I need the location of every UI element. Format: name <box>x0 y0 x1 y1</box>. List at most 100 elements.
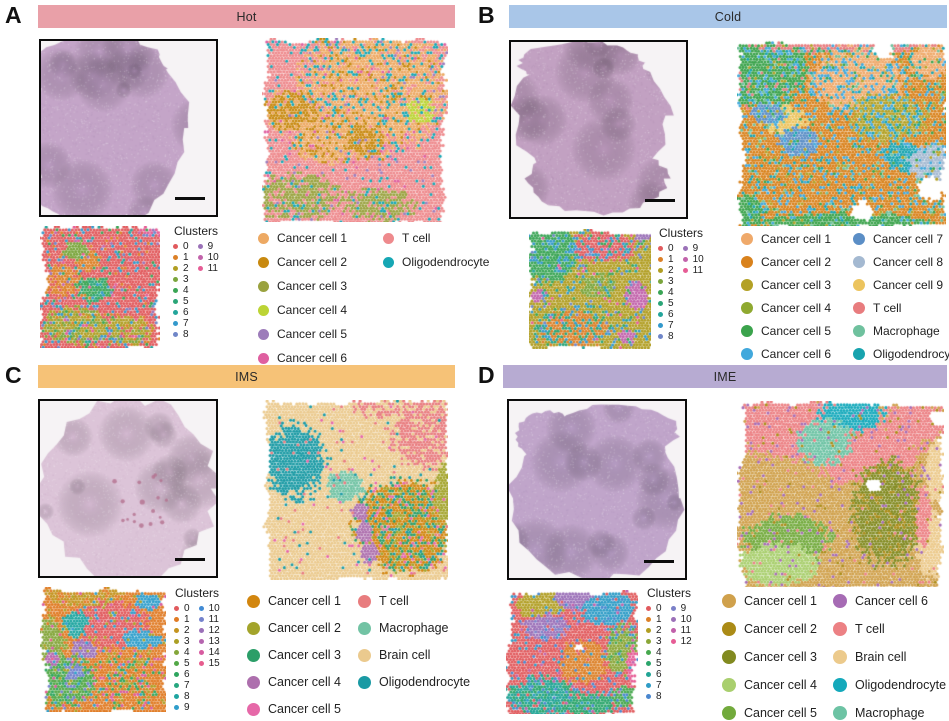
cell-type-legend-item: Cancer cell 3 <box>741 278 853 292</box>
panel-letter: D <box>478 362 495 388</box>
cluster-legend-item-0: 0 <box>173 241 189 252</box>
histology-image <box>39 39 218 217</box>
cluster-swatch <box>173 321 178 326</box>
cluster-label: 3 <box>184 636 190 647</box>
cluster-swatch <box>174 650 179 655</box>
cluster-legend-item-2: 2 <box>658 265 674 276</box>
cluster-legend-item-6: 6 <box>658 309 674 320</box>
cell-type-label: Cancer cell 6 <box>277 351 348 365</box>
clusters-legend-grid: 0 1 2 3 4 5 6 7 8 9 10 11 12 13 14 15 <box>174 603 220 713</box>
cell-type-legend-item: Cancer cell 2 <box>741 255 853 269</box>
scale-bar <box>175 557 205 561</box>
cell-type-legend-item: Cancer cell 5 <box>741 324 853 338</box>
cluster-legend-item-2: 2 <box>174 625 190 636</box>
cluster-label: 11 <box>207 263 218 274</box>
cell-type-swatch <box>741 256 753 268</box>
cluster-legend-item-1: 1 <box>174 614 190 625</box>
cell-type-legend-column: Cancer cell 1 Cancer cell 2 Cancer cell 3 C… <box>247 594 358 716</box>
cluster-label: 5 <box>656 658 662 669</box>
cell-type-legend-column: Cancer cell 1 Cancer cell 2 Cancer cell 3 C… <box>722 594 833 720</box>
spot-map-cell-types <box>737 401 944 587</box>
cluster-label: 6 <box>668 309 674 320</box>
cell-type-swatch <box>853 302 865 314</box>
cluster-label: 3 <box>668 276 674 287</box>
clusters-legend-grid: 0 1 2 3 4 5 6 7 8 9 10 11 12 <box>646 603 692 702</box>
cluster-swatch <box>174 628 179 633</box>
cluster-legend-item-6: 6 <box>174 669 190 680</box>
clusters-legend-title: Clusters <box>647 586 692 600</box>
cluster-swatch <box>682 246 688 251</box>
cell-type-legend-item: Oligodendrocyte <box>833 678 946 692</box>
cell-type-legend-item: Oligodendrocyte <box>358 675 471 689</box>
cell-type-label: Cancer cell 4 <box>268 675 341 689</box>
cell-type-swatch <box>358 621 371 635</box>
cluster-swatch <box>646 661 651 666</box>
banner-title: Cold <box>714 9 742 24</box>
cluster-legend-item-0: 0 <box>658 243 674 254</box>
cell-type-swatch <box>833 594 847 608</box>
cell-type-label: Cancer cell 1 <box>277 231 348 245</box>
cluster-label: 8 <box>183 329 189 340</box>
cell-type-swatch <box>247 702 260 716</box>
cell-type-label: Cancer cell 4 <box>277 303 348 317</box>
cluster-label: 4 <box>656 647 662 658</box>
cluster-legend-item-8: 8 <box>173 329 189 340</box>
cell-type-legend-item: Macrophage <box>833 706 944 720</box>
panel-banner: IME <box>503 365 947 388</box>
cluster-swatch <box>174 694 179 699</box>
cluster-label: 8 <box>668 331 674 342</box>
cluster-legend-item-10: 10 <box>197 252 219 263</box>
cluster-swatch <box>658 290 663 295</box>
clusters-legend: Clusters 0 1 2 3 4 5 6 7 8 9 10 11 <box>658 226 704 342</box>
cell-type-legend-item: Cancer cell 4 <box>722 678 833 692</box>
cell-type-label: Oligodendrocyte <box>379 675 471 689</box>
cluster-legend-item-7: 7 <box>658 320 674 331</box>
cluster-swatch <box>197 266 203 271</box>
cluster-swatch <box>198 661 204 666</box>
cell-type-label: Cancer cell 1 <box>761 232 832 246</box>
cell-type-swatch <box>741 325 753 337</box>
cluster-swatch <box>646 694 651 699</box>
cluster-legend-item-11: 11 <box>198 614 220 625</box>
cluster-swatch <box>658 257 663 262</box>
cell-type-swatch <box>258 304 269 316</box>
cluster-legend-item-6: 6 <box>173 307 189 318</box>
cluster-label: 3 <box>183 274 189 285</box>
cell-type-swatch <box>741 233 753 245</box>
cell-type-legend-item: T cell <box>853 301 949 315</box>
cluster-label: 2 <box>668 265 674 276</box>
cluster-legend-item-1: 1 <box>173 252 189 263</box>
cluster-legend-item-12: 12 <box>198 625 220 636</box>
cluster-legend-item-6: 6 <box>646 669 662 680</box>
histology-canvas <box>509 401 685 578</box>
cluster-swatch <box>658 334 663 339</box>
cell-type-legend-column: Cancer cell 7 Cancer cell 8 Cancer cell 9 T… <box>853 232 949 361</box>
cluster-legend-item-0: 0 <box>174 603 190 614</box>
cluster-swatch <box>173 266 178 271</box>
cell-type-label: Cancer cell 9 <box>873 278 944 292</box>
cluster-swatch <box>658 279 663 284</box>
cell-type-legend-column: T cell Oligodendrocyte <box>383 231 508 365</box>
cluster-swatch <box>174 617 179 622</box>
cell-type-label: Cancer cell 3 <box>268 648 341 662</box>
cell-type-legend-item: Cancer cell 2 <box>722 622 833 636</box>
cluster-legend-item-11: 11 <box>682 265 704 276</box>
cell-type-swatch <box>247 594 260 608</box>
cluster-label: 3 <box>656 636 662 647</box>
cluster-swatch <box>670 617 676 622</box>
cell-type-swatch <box>258 352 269 364</box>
cell-type-swatch <box>741 302 753 314</box>
cell-type-label: Macrophage <box>855 706 925 720</box>
cluster-swatch <box>173 277 178 282</box>
cluster-legend-item-4: 4 <box>174 647 190 658</box>
cell-type-swatch <box>383 256 394 268</box>
cell-type-legend: Cancer cell 1 Cancer cell 2 Cancer cell 3 C… <box>741 232 949 361</box>
clusters-legend-title: Clusters <box>174 224 219 238</box>
cluster-label: 14 <box>208 647 220 658</box>
cluster-swatch <box>658 301 663 306</box>
cell-type-swatch <box>358 594 371 608</box>
cluster-label: 6 <box>184 669 190 680</box>
cell-type-legend-item: Cancer cell 8 <box>853 255 949 269</box>
cluster-legend-item-8: 8 <box>658 331 674 342</box>
